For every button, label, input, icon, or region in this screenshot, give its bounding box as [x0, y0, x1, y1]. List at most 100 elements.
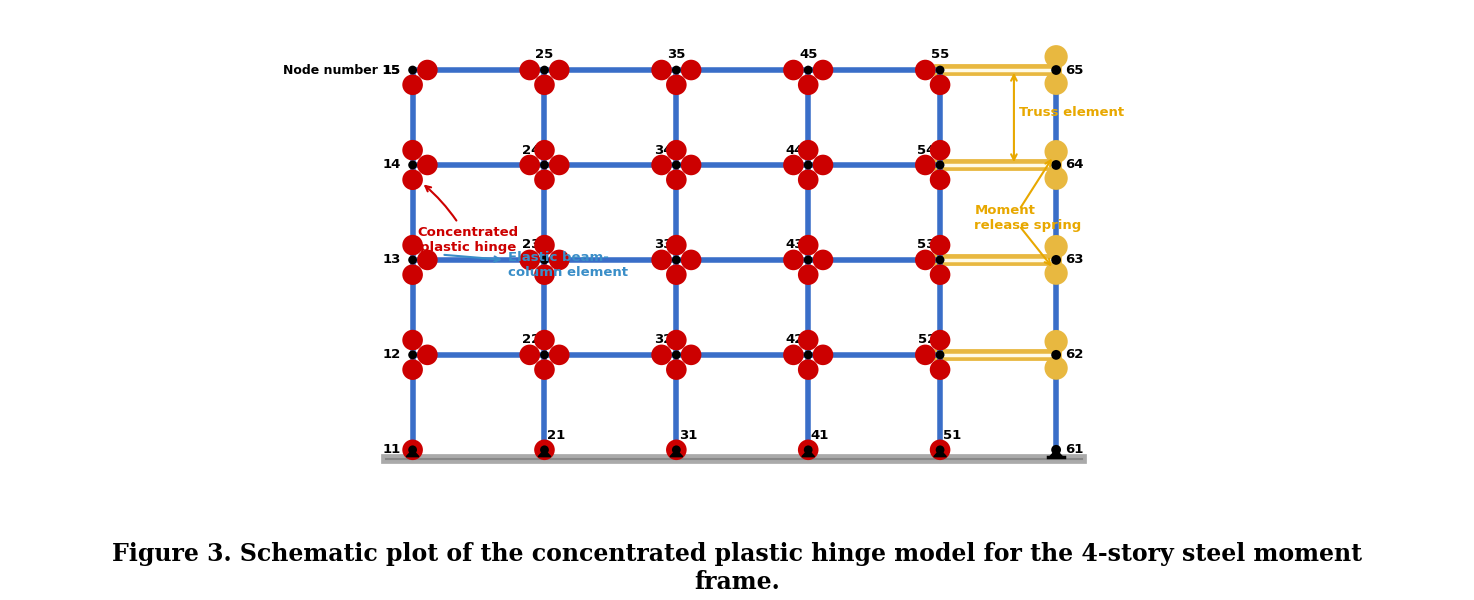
Text: 64: 64: [1066, 158, 1083, 172]
Point: [665, 241, 688, 250]
Point: [532, 445, 556, 455]
Point: [401, 350, 425, 359]
Point: [1044, 147, 1067, 157]
Text: 55: 55: [932, 47, 949, 61]
Point: [781, 65, 805, 75]
Point: [914, 65, 937, 75]
Text: 52: 52: [918, 334, 936, 346]
Point: [665, 175, 688, 185]
Text: 51: 51: [943, 429, 961, 442]
Point: [650, 65, 674, 75]
Point: [532, 241, 556, 250]
Point: [796, 365, 820, 374]
Text: 43: 43: [786, 238, 803, 251]
Point: [796, 335, 820, 345]
Point: [416, 160, 439, 170]
Point: [1044, 364, 1067, 373]
Point: [401, 241, 425, 250]
Point: [401, 160, 425, 170]
Point: [665, 80, 688, 89]
Polygon shape: [802, 450, 815, 457]
Text: 62: 62: [1066, 349, 1083, 361]
Text: 22: 22: [522, 334, 541, 346]
Text: 12: 12: [383, 349, 401, 361]
Text: 14: 14: [383, 158, 401, 172]
Point: [532, 335, 556, 345]
Point: [811, 65, 834, 75]
Text: 63: 63: [1066, 253, 1083, 266]
Point: [532, 445, 556, 455]
Point: [547, 160, 570, 170]
Point: [650, 255, 674, 265]
Point: [781, 160, 805, 170]
Point: [517, 65, 541, 75]
Point: [914, 350, 937, 359]
Point: [517, 255, 541, 265]
Point: [1044, 173, 1067, 183]
Text: 23: 23: [522, 238, 541, 251]
Text: 24: 24: [522, 143, 541, 157]
Point: [532, 350, 556, 359]
Point: [796, 160, 820, 170]
Point: [914, 255, 937, 265]
Point: [929, 241, 952, 250]
Polygon shape: [671, 450, 682, 457]
Point: [796, 350, 820, 359]
Point: [680, 65, 703, 75]
Point: [1044, 242, 1067, 251]
Point: [796, 80, 820, 89]
Text: 65: 65: [1066, 64, 1083, 77]
Point: [1044, 350, 1067, 359]
Point: [796, 445, 820, 455]
Text: 15: 15: [383, 64, 401, 77]
Text: 42: 42: [786, 334, 803, 346]
Point: [665, 65, 688, 75]
Text: 35: 35: [668, 47, 685, 61]
Point: [796, 270, 820, 280]
Point: [929, 80, 952, 89]
Point: [547, 255, 570, 265]
Point: [532, 145, 556, 155]
Point: [1044, 65, 1067, 75]
Point: [811, 255, 834, 265]
Point: [929, 445, 952, 455]
Point: [680, 255, 703, 265]
Point: [796, 255, 820, 265]
Point: [665, 365, 688, 374]
Point: [650, 160, 674, 170]
Point: [532, 80, 556, 89]
Point: [650, 350, 674, 359]
Point: [532, 175, 556, 185]
Text: 34: 34: [653, 143, 672, 157]
Text: 44: 44: [786, 143, 803, 157]
Point: [929, 335, 952, 345]
Text: Figure 3. Schematic plot of the concentrated plastic hinge model for the 4-story: Figure 3. Schematic plot of the concentr…: [112, 542, 1362, 594]
Point: [796, 145, 820, 155]
Text: 11: 11: [383, 443, 401, 457]
Text: 53: 53: [917, 238, 936, 251]
Point: [796, 65, 820, 75]
Point: [532, 255, 556, 265]
Point: [665, 160, 688, 170]
Text: Node number 15: Node number 15: [283, 64, 399, 77]
Point: [811, 350, 834, 359]
Point: [1044, 52, 1067, 62]
Point: [416, 65, 439, 75]
Point: [401, 365, 425, 374]
Point: [401, 65, 425, 75]
Text: 54: 54: [917, 143, 936, 157]
Point: [914, 160, 937, 170]
Polygon shape: [538, 450, 551, 457]
Point: [401, 445, 425, 455]
Text: 33: 33: [653, 238, 672, 251]
Point: [929, 365, 952, 374]
Point: [517, 160, 541, 170]
Text: Truss element: Truss element: [1019, 106, 1125, 119]
Polygon shape: [933, 450, 946, 457]
Text: 61: 61: [1066, 443, 1083, 457]
Point: [532, 65, 556, 75]
Text: 31: 31: [680, 429, 697, 442]
Text: 13: 13: [383, 253, 401, 266]
Point: [401, 335, 425, 345]
Point: [781, 255, 805, 265]
